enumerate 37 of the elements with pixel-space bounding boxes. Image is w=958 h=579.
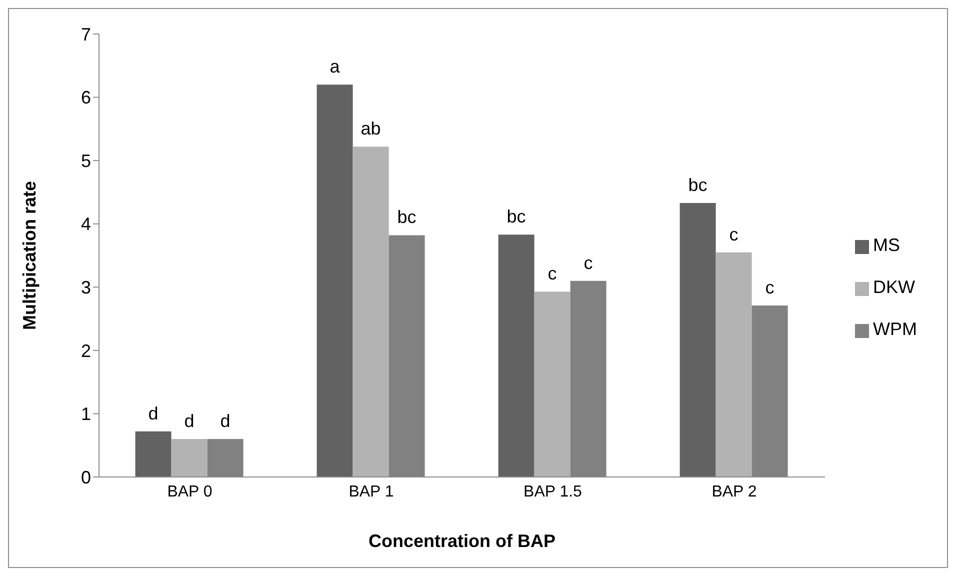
x-tick-label: BAP 1 — [348, 483, 394, 500]
bar — [498, 234, 534, 477]
data-label: c — [548, 264, 557, 284]
y-axis-title: Multipication rate — [19, 180, 40, 330]
bar — [135, 431, 172, 477]
legend-label: DKW — [873, 277, 915, 297]
data-label: c — [729, 224, 738, 244]
bar — [352, 146, 389, 477]
legend-label: MS — [873, 235, 900, 255]
data-label: d — [184, 411, 194, 432]
data-label: d — [220, 411, 230, 432]
data-label: bc — [506, 206, 526, 227]
x-tick-label: BAP 2 — [712, 483, 757, 500]
bar — [316, 84, 353, 477]
y-tick-label: 1 — [80, 404, 91, 424]
y-tick-label: 2 — [80, 340, 91, 361]
y-tick-label: 6 — [80, 88, 91, 108]
bar — [534, 292, 570, 477]
bar — [716, 252, 752, 477]
y-tick-label: 4 — [80, 214, 91, 234]
y-tick-label: 5 — [80, 150, 91, 171]
bar — [171, 439, 208, 477]
data-label: a — [330, 56, 341, 77]
data-label: bc — [397, 207, 416, 228]
data-label: c — [584, 252, 593, 273]
data-label: c — [765, 277, 774, 298]
x-tick-label: BAP 0 — [167, 483, 212, 500]
x-tick-label: BAP 1.5 — [524, 483, 582, 500]
y-tick-label: 3 — [80, 278, 91, 298]
y-tick-label: 0 — [80, 467, 91, 488]
legend-label: WPM — [873, 319, 917, 339]
bar — [680, 202, 716, 477]
x-axis-title: Concentration of BAP — [368, 531, 556, 551]
data-label: ab — [360, 118, 381, 139]
data-label: d — [148, 403, 158, 424]
data-label: bc — [688, 174, 708, 195]
y-tick-label: 7 — [80, 24, 91, 44]
